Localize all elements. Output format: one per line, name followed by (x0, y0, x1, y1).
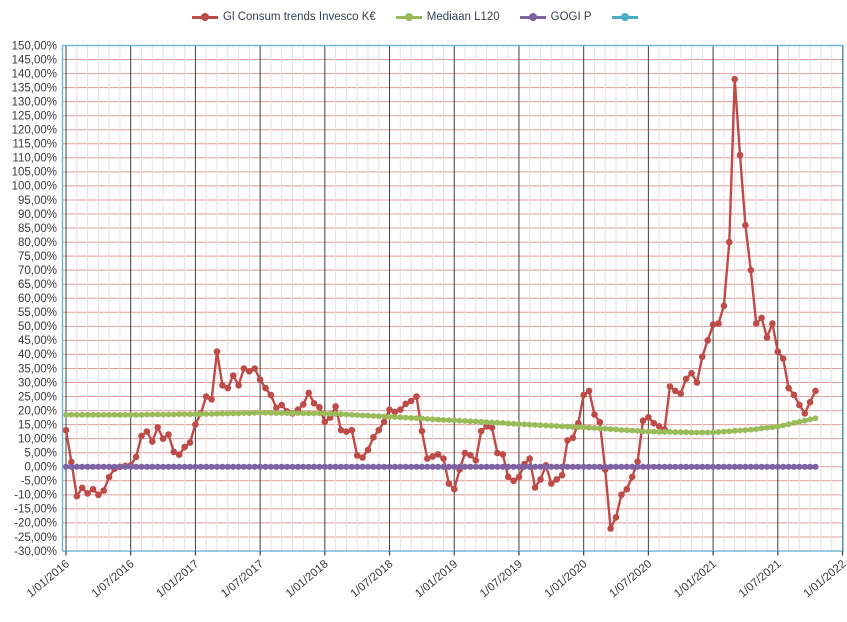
legend-item-unnamed (611, 13, 643, 22)
y-tick-label: 60,00% (18, 293, 57, 305)
y-tick-label: 0,00% (24, 462, 57, 474)
y-tick-label: 15,00% (18, 419, 57, 431)
y-tick-label: -5,00% (21, 476, 57, 488)
y-tick-label: 145,00% (12, 54, 57, 66)
legend-marker-purple-icon (519, 13, 546, 22)
series-gogi-p-markers (62, 463, 819, 470)
plot-border (61, 44, 844, 552)
y-tick-label: 30,00% (18, 377, 57, 389)
legend-marker-green-icon (395, 13, 422, 22)
x-tick-label: 1/07/2018 (349, 558, 396, 600)
y-axis-labels: 150,00% 145,00% 140,00% 135,00% 130,00% 125,0… (12, 40, 57, 558)
y-tick-label: 115,00% (12, 139, 57, 151)
y-tick-label: 20,00% (18, 405, 57, 417)
y-tick-label: 35,00% (18, 363, 57, 375)
y-tick-label: 45,00% (18, 335, 57, 347)
y-tick-label: 65,00% (18, 279, 57, 291)
legend-marker-red-icon (192, 13, 218, 22)
x-tick-label: 1/07/2016 (90, 558, 137, 600)
legend-item-mediaan: Mediaan L120 (395, 10, 500, 24)
y-tick-label: -25,00% (14, 532, 57, 544)
y-tick-label: -15,00% (14, 504, 57, 516)
x-tick-label: 1/07/2019 (478, 558, 525, 600)
y-tick-label: 75,00% (18, 251, 57, 263)
x-tick-label: 1/07/2021 (737, 558, 784, 600)
y-tick-label: 70,00% (18, 265, 57, 277)
x-tick-label: 1/01/2020 (543, 558, 590, 600)
y-tick-label: 5,00% (24, 448, 57, 460)
x-tick-label: 1/01/2022 (802, 558, 847, 600)
y-tick-label: 10,00% (18, 433, 57, 445)
y-tick-label: 150,00% (12, 40, 57, 52)
y-tick-label: 140,00% (12, 68, 57, 80)
x-tick-label: 1/01/2017 (154, 558, 201, 600)
y-tick-label: 135,00% (12, 82, 57, 94)
y-tick-label: 55,00% (18, 307, 57, 319)
legend-label-gl-consum: Gl Consum trends Invesco K€ (223, 11, 376, 23)
y-tick-label: 95,00% (18, 195, 57, 207)
series-gl-consum-trends (62, 75, 819, 532)
y-tick-label: 40,00% (18, 349, 57, 361)
y-tick-label: 105,00% (12, 167, 57, 179)
x-tick-label: 1/01/2018 (284, 558, 331, 600)
y-tick-label: 50,00% (18, 321, 57, 333)
x-tick-label: 1/07/2017 (219, 558, 266, 600)
series-mediaan-l120-markers (63, 409, 819, 436)
x-tick-label: 1/01/2021 (672, 558, 719, 600)
y-tick-label: 120,00% (12, 125, 57, 137)
x-axis-ticks (65, 551, 844, 556)
series-mediaan-l120 (63, 409, 819, 436)
y-tick-label: 100,00% (12, 181, 57, 193)
x-tick-label: 1/07/2020 (607, 558, 654, 600)
series-gogi-p (62, 463, 819, 470)
x-axis-labels: 1/01/2016 1/07/2016 1/01/2017 1/07/2017 1/01… (25, 558, 847, 600)
x-tick-label: 1/01/2019 (413, 558, 460, 600)
x-tick-label: 1/01/2016 (25, 558, 72, 600)
y-tick-label: 85,00% (18, 223, 57, 235)
y-tick-label: 130,00% (12, 96, 57, 108)
chart-legend: Gl Consum trends Invesco K€ Mediaan L120… (192, 9, 643, 25)
y-tick-label: 80,00% (18, 237, 57, 249)
y-tick-label: 125,00% (12, 111, 57, 123)
legend-label-gogi-p: GOGI P (550, 11, 592, 23)
y-tick-label: 110,00% (12, 153, 57, 165)
y-tick-label: -20,00% (14, 518, 57, 530)
series-gl-consum-trends-markers (62, 75, 819, 532)
y-tick-label: -10,00% (14, 490, 57, 502)
legend-item-gogi-p: GOGI P (519, 10, 592, 24)
y-tick-label: 90,00% (18, 209, 57, 221)
h-gridlines (62, 45, 843, 552)
y-tick-label: -30,00% (14, 546, 57, 558)
legend-label-mediaan: Mediaan L120 (426, 11, 500, 23)
legend-marker-blue-icon (611, 13, 638, 22)
y-tick-label: 25,00% (18, 391, 57, 403)
legend-item-gl-consum: Gl Consum trends Invesco K€ (192, 10, 376, 24)
